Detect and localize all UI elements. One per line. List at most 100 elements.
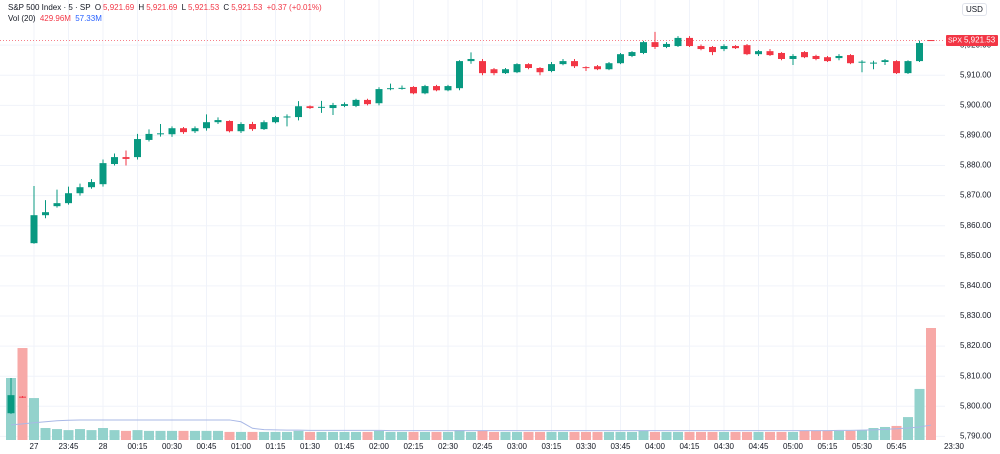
volume-bar <box>638 430 649 440</box>
x-tick-label: 05:00 <box>783 442 804 451</box>
volume-bar <box>489 431 499 440</box>
volume-bar <box>339 431 350 440</box>
candle-body <box>318 106 325 108</box>
candle-body <box>674 37 682 47</box>
volume-bar <box>29 398 39 440</box>
candle-body <box>145 133 153 140</box>
candle-body <box>42 212 49 216</box>
candle-body <box>30 215 38 244</box>
candles <box>7 31 935 414</box>
volume-bar <box>868 428 879 440</box>
grid <box>0 0 945 440</box>
volume-bar <box>466 431 476 440</box>
candle-body <box>7 395 15 414</box>
legend-price: S&P 500 Index · 5 · SP O 5,921.69 H 5,921.… <box>8 3 324 12</box>
candle-body <box>444 86 452 91</box>
volume-bar <box>17 348 28 440</box>
candle-body <box>847 55 854 64</box>
candle-body <box>134 139 141 158</box>
volume-bar <box>178 430 189 440</box>
candle-body <box>398 87 406 89</box>
volume-bar <box>40 428 51 440</box>
candle-body <box>571 61 578 67</box>
candle-body <box>306 106 314 109</box>
volume-bar <box>431 431 442 440</box>
candle-body <box>352 99 360 106</box>
candle-body <box>720 46 728 50</box>
volume-bar <box>454 430 465 440</box>
x-tick-label: 02:45 <box>472 442 493 451</box>
candle-body <box>180 128 187 133</box>
candle-body <box>479 61 486 74</box>
y-tick-label: 5,890.00 <box>960 131 992 140</box>
volume-bar <box>63 430 74 440</box>
candle-body <box>870 62 877 64</box>
volume-bar <box>190 430 200 440</box>
x-tick-label: 23:45 <box>58 442 79 451</box>
candle-body <box>732 46 739 49</box>
candle-body <box>203 122 210 129</box>
volume-bar <box>224 431 235 440</box>
price-tag <box>946 35 998 47</box>
volume-bar <box>776 431 787 440</box>
volume-bar <box>213 430 223 440</box>
candle-body <box>835 55 843 59</box>
x-tick-label: 03:00 <box>507 442 528 451</box>
volume-bar <box>155 430 166 440</box>
x-tick-label: 01:00 <box>231 442 252 451</box>
candle-body <box>433 86 440 91</box>
candle-body <box>778 52 785 59</box>
volume <box>6 328 936 440</box>
candle-body <box>559 61 567 65</box>
ohlc-key: O <box>94 3 102 12</box>
volume-bar <box>914 388 925 440</box>
candle-body <box>709 46 716 53</box>
volume-bar <box>443 431 453 440</box>
volume-bar <box>615 431 626 440</box>
volume-bar <box>650 431 660 440</box>
candle-body <box>548 64 555 72</box>
volume-bar <box>328 431 338 440</box>
candle-body <box>375 89 383 104</box>
y-tick-label: 5,830.00 <box>960 311 992 320</box>
candle-body <box>916 43 923 62</box>
volume-bar <box>845 430 856 440</box>
candle-body <box>364 99 371 105</box>
x-tick-label: 03:45 <box>610 442 631 451</box>
volume-bar <box>52 429 62 440</box>
candle-body <box>824 57 831 62</box>
volume-name: Vol (20) <box>8 14 36 23</box>
currency: USD <box>962 3 987 16</box>
x-tick-label: 04:45 <box>748 442 769 451</box>
x-tick-label: 01:30 <box>300 442 321 451</box>
candle-body <box>801 52 808 58</box>
volume-bar <box>569 431 580 440</box>
candle-body <box>168 128 176 135</box>
x-tick-label: 23:30 <box>944 442 965 451</box>
volume-bar <box>167 430 177 440</box>
volume-bar <box>661 431 672 440</box>
candle-body <box>789 55 797 59</box>
y-tick-label: 5,790.00 <box>960 431 992 440</box>
candle-body <box>513 64 521 73</box>
y-tick-label: 5,810.00 <box>960 371 992 380</box>
ohlc-value: 5,921.69 <box>146 3 178 12</box>
y-tick-label: 5,870.00 <box>960 191 992 200</box>
ohlc-value: 5,921.69 <box>103 3 135 12</box>
candle-body <box>743 45 751 55</box>
candle-body <box>341 104 348 106</box>
candle-body <box>582 67 590 69</box>
candle-body <box>387 88 394 90</box>
volume-bar <box>316 431 327 440</box>
x-tick-label: 02:15 <box>403 442 424 451</box>
candle-body <box>605 63 613 70</box>
x-tick-label: 05:30 <box>852 442 873 451</box>
candle-body <box>53 203 61 207</box>
volume-bar <box>730 431 741 440</box>
volume-bar <box>362 431 373 440</box>
volume-value: 429.96M <box>39 14 71 23</box>
ohlc-value: 5,921.53 <box>231 3 263 12</box>
volume-ma-value: 57.33M <box>75 14 102 23</box>
volume-bar <box>500 431 511 440</box>
